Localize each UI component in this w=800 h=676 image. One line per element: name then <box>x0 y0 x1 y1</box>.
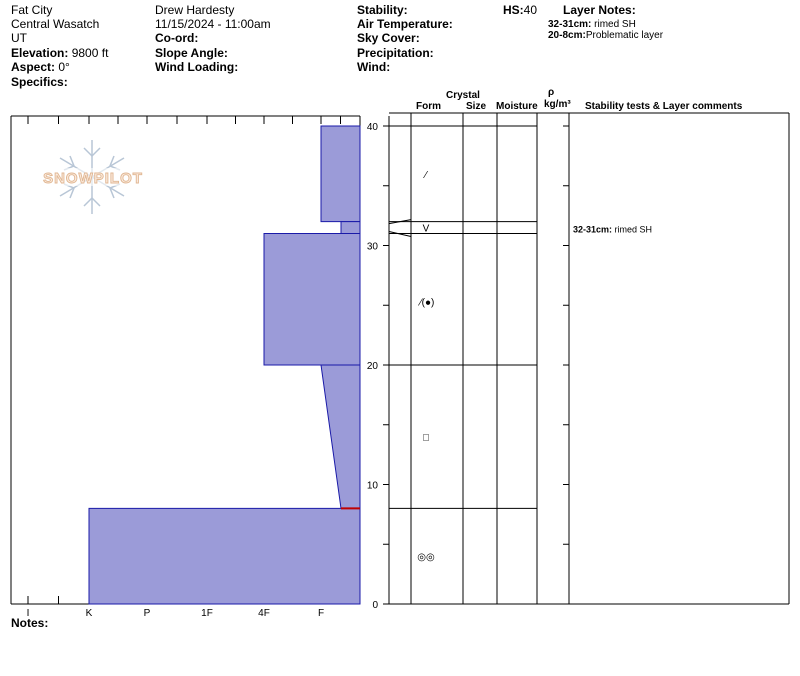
moisture-header: Moisture <box>496 101 538 112</box>
grain-form-symbol: ⁄ <box>422 170 428 181</box>
grain-forms: ⁄ V ⁄(●) □ ◎◎ <box>417 170 435 563</box>
depth-tick-label: 20 <box>367 361 379 372</box>
sky-cover-label: Sky Cover: <box>357 31 420 45</box>
hardness-tick-label: I <box>27 608 30 619</box>
density-ticks <box>563 125 569 605</box>
snow-layer <box>320 125 361 223</box>
layer-note-text: rimed SH <box>594 19 636 30</box>
observer: Drew Hardesty <box>155 3 235 17</box>
slope-angle-label: Slope Angle: <box>155 46 228 60</box>
stratigraphy-table: ⁄ V ⁄(●) □ ◎◎ 32-31cm: rimed SH <box>388 112 790 605</box>
hardness-profile-plot: I K P 1F 4F F <box>10 115 361 619</box>
layer-notes-title: Layer Notes: <box>563 3 636 17</box>
comments-header: Stability tests & Layer comments <box>585 101 743 112</box>
depth-tick-label: 10 <box>367 481 379 492</box>
state: UT <box>11 31 27 45</box>
aspect-label: Aspect: <box>11 60 56 74</box>
precipitation-label: Precipitation: <box>357 46 434 60</box>
hardness-tick-label: 1F <box>201 608 213 619</box>
layer-note: 20-8cm:Problematic layer <box>548 30 663 41</box>
hardness-tick-label: F <box>318 608 324 619</box>
snowpilot-logo-text: SNOWPILOT <box>43 170 143 187</box>
air-temperature-label: Air Temperature: <box>357 17 453 31</box>
layer-boundaries <box>388 125 537 509</box>
density-unit-header: kg/m³ <box>544 99 571 110</box>
snow-layer <box>263 233 361 366</box>
grain-form-symbol: □ <box>423 433 429 444</box>
layer-note-range: 32-31cm: <box>548 19 592 30</box>
layer-note-range: 20-8cm: <box>548 30 586 41</box>
hardness-tick-label: P <box>144 608 151 619</box>
range: Central Wasatch <box>11 17 100 31</box>
depth-tick-label: 30 <box>367 242 379 253</box>
aspect: Aspect: 0° <box>11 60 70 74</box>
layer-note: 32-31cm: rimed SH <box>548 19 636 30</box>
hs-value: 40 <box>523 3 538 17</box>
grain-form-symbol: V <box>423 224 430 235</box>
hs-label: HS: <box>503 3 524 17</box>
hardness-labels: I K P 1F 4F F <box>27 608 324 619</box>
grain-form-symbol: ⁄(●) <box>417 298 434 309</box>
snowpilot-logo: SNOWPILOT <box>32 140 154 214</box>
top-ticks <box>10 116 341 124</box>
hs: HS:40 <box>503 3 537 17</box>
grain-form-symbol: ◎◎ <box>417 552 435 563</box>
stability-label: Stability: <box>357 3 408 17</box>
crystal-header: Crystal <box>446 90 480 101</box>
wind-loading-label: Wind Loading: <box>155 60 239 74</box>
depth-axis: 0 10 20 30 40 <box>367 116 390 611</box>
snow-layer <box>320 364 361 509</box>
layer-note-text: Problematic layer <box>585 30 664 41</box>
depth-tick-label: 40 <box>367 122 379 133</box>
elevation: Elevation: 9800 ft <box>11 46 108 60</box>
hardness-tick-label: K <box>86 608 93 619</box>
layer-comment-range: 32-31cm: <box>573 225 615 235</box>
form-header: Form <box>416 101 441 112</box>
hardness-tick-label: 4F <box>258 608 270 619</box>
specifics-label: Specifics: <box>11 75 68 89</box>
datetime: 11/15/2024 - 11:00am <box>155 17 271 31</box>
density-rho-header: ρ <box>548 87 555 98</box>
coord-label: Co-ord: <box>155 31 199 45</box>
layer-comment: 32-31cm: rimed SH <box>573 225 652 235</box>
aspect-value: 0° <box>58 60 70 74</box>
elevation-label: Elevation: <box>11 46 69 60</box>
snow-layer <box>340 221 361 235</box>
depth-tick-label: 0 <box>372 600 378 611</box>
depth-ticks: 0 10 20 30 40 <box>367 122 389 611</box>
location: Fat City <box>11 3 53 17</box>
size-header: Size <box>466 101 487 112</box>
snow-layer <box>88 507 361 605</box>
layer-connector <box>388 219 412 225</box>
wind-label: Wind: <box>357 60 391 74</box>
layer-comments: 32-31cm: rimed SH <box>573 225 652 235</box>
layers <box>88 125 361 605</box>
notes-label: Notes: <box>11 616 49 630</box>
elevation-value: 9800 ft <box>71 46 109 60</box>
layer-comment-text: rimed SH <box>615 225 653 235</box>
layer-connector <box>388 231 412 238</box>
